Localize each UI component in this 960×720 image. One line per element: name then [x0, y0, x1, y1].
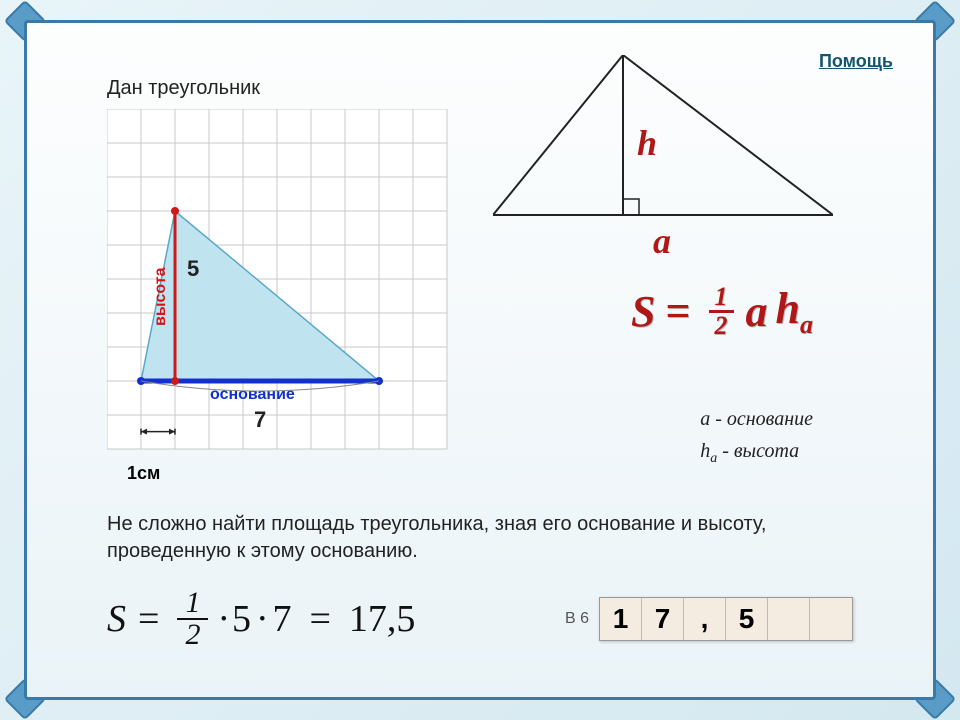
- answer-box: В 6 17,5: [565, 597, 853, 641]
- svg-text:высота: высота: [152, 267, 169, 326]
- calc-half: 1 2: [177, 588, 208, 650]
- svg-text:7: 7: [254, 407, 266, 432]
- frame: Помощь Дан треугольник 5высотаоснование7…: [24, 20, 936, 700]
- title: Дан треугольник: [107, 77, 260, 100]
- calc-S: S: [107, 597, 126, 641]
- formula-half: 1 2: [709, 284, 734, 339]
- formula-h: ha: [776, 283, 813, 340]
- answer-cell[interactable]: 5: [726, 598, 768, 640]
- calc-dot: ·: [257, 597, 267, 641]
- formula-S: S: [631, 286, 655, 337]
- legend-h: ha - высота: [700, 435, 813, 470]
- answer-cell[interactable]: [768, 598, 810, 640]
- formula-a: a: [746, 286, 768, 337]
- formula-den: 2: [709, 310, 734, 339]
- calc-v2: 7: [272, 597, 291, 641]
- legend-a: a - основание: [700, 403, 813, 435]
- calc-result: 17,5: [349, 597, 416, 641]
- area-formula: S = 1 2 a ha: [631, 283, 813, 340]
- formula-eq: =: [665, 286, 690, 337]
- reference-triangle: ha: [493, 55, 833, 270]
- svg-text:h: h: [637, 123, 657, 163]
- formula-num: 1: [715, 284, 728, 310]
- description: Не сложно найти площадь треугольника, зн…: [107, 511, 853, 565]
- legend: a - основание ha - высота: [700, 403, 813, 470]
- calc-v1: 5: [232, 597, 251, 641]
- svg-text:5: 5: [187, 256, 199, 281]
- calc-eq: =: [309, 597, 330, 641]
- grid-figure: 5 высота основание 7: [107, 109, 457, 494]
- answer-cell[interactable]: 1: [600, 598, 642, 640]
- calculation: S = 1 2 · 5 · 7 = 17,5: [107, 588, 415, 650]
- answer-cell[interactable]: [810, 598, 852, 640]
- svg-text:a: a: [653, 221, 671, 261]
- answer-cell[interactable]: ,: [684, 598, 726, 640]
- answer-label: В 6: [565, 610, 589, 628]
- calc-eq: =: [138, 597, 159, 641]
- answer-cell[interactable]: 7: [642, 598, 684, 640]
- calc-dot: ·: [218, 597, 228, 641]
- svg-text:основание: основание: [210, 386, 295, 403]
- scale-label: 1см: [127, 463, 160, 484]
- answer-cells[interactable]: 17,5: [599, 597, 853, 641]
